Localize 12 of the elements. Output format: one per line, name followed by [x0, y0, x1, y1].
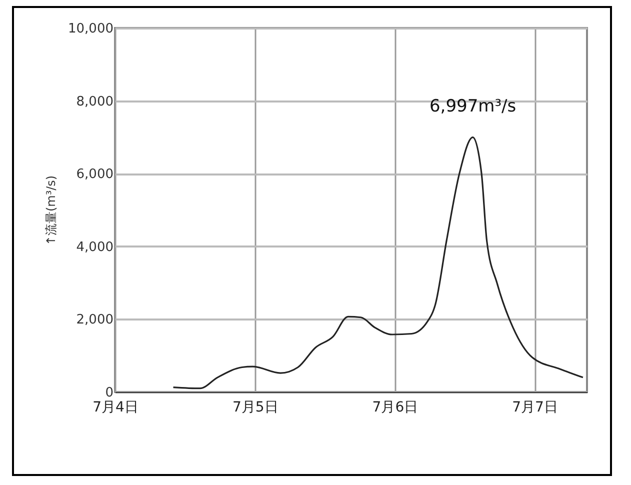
- y-tick-label: 8,000: [76, 94, 114, 110]
- x-tick-label: 7月6日: [372, 400, 418, 416]
- x-tick-label: 7月4日: [92, 400, 138, 416]
- y-axis-title: ↑流量(m³/s): [44, 175, 58, 246]
- y-tick-label: 4,000: [76, 240, 114, 255]
- y-tick-label: 2,000: [76, 312, 114, 328]
- annotation: 6,997m³/s: [429, 96, 516, 116]
- y-tick-label: 10,000: [68, 22, 114, 36]
- x-tick-label: 7月7日: [512, 400, 558, 416]
- x-tick-label: 7月5日: [232, 400, 278, 416]
- y-tick-label: 6,000: [76, 167, 114, 182]
- y-tick-label: 0: [105, 386, 114, 400]
